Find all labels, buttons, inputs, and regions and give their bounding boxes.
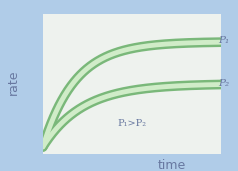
Text: P₂: P₂ xyxy=(218,79,229,88)
Text: rate: rate xyxy=(7,69,20,95)
Text: time: time xyxy=(157,159,185,171)
Text: P₁>P₂: P₁>P₂ xyxy=(118,119,147,128)
Text: P₁: P₁ xyxy=(218,36,229,45)
